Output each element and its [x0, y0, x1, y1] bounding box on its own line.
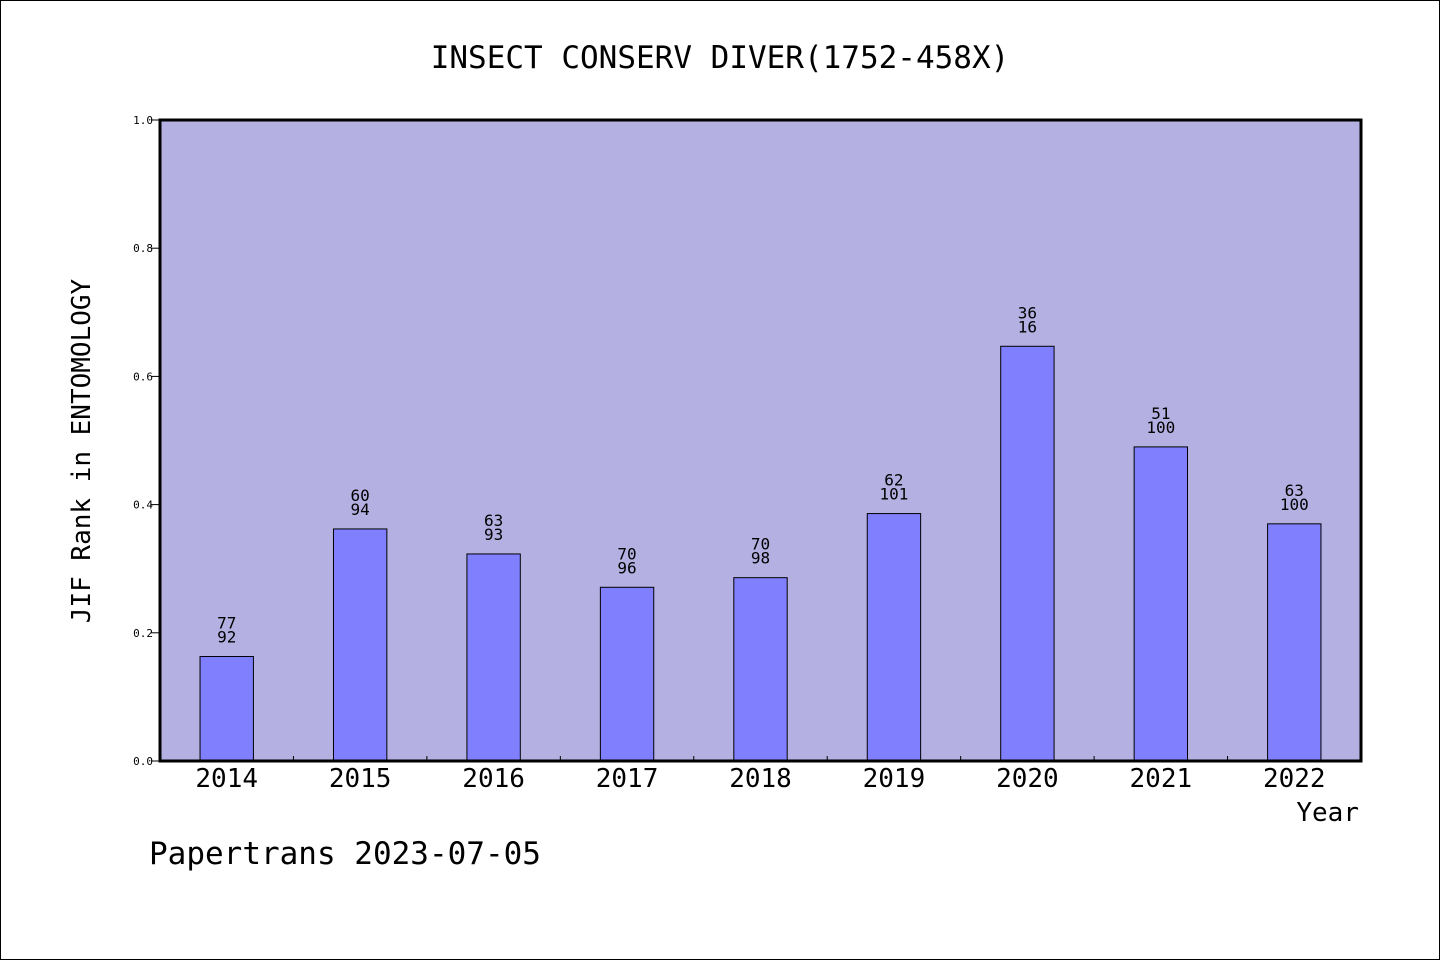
bar-2016 — [466, 553, 521, 762]
bar-2014 — [199, 656, 254, 762]
x-axis: 2014 2015 2016 2017 2018 2019 2020 2021 2022 — [195, 756, 1326, 794]
bar-label-rank-2020: 36 — [1018, 303, 1037, 322]
x-axis-label: Year — [1296, 798, 1359, 828]
bars-group — [199, 345, 1322, 762]
y-tick-label: 0.6 — [133, 370, 153, 383]
bar-label-rank-2021: 51 — [1151, 404, 1170, 423]
x-tick-label-2017: 2017 — [596, 764, 659, 794]
bar-label-total-2021: 100 — [1146, 418, 1175, 437]
bar-label-total-2015: 94 — [351, 500, 370, 519]
bar-label-rank-2018: 70 — [751, 535, 770, 554]
x-tick-label-2016: 2016 — [462, 764, 525, 794]
chart-title: INSECT CONSERV DIVER(1752-458X) — [431, 40, 1010, 76]
x-tick-label-2022: 2022 — [1263, 764, 1326, 794]
bar-2018 — [733, 577, 788, 762]
bar-2019 — [866, 513, 922, 762]
bar-label-total-2014: 92 — [217, 628, 236, 647]
bar-label-rank-2015: 60 — [351, 486, 370, 505]
bar-2021 — [1133, 446, 1189, 762]
y-tick-label: 1.0 — [133, 114, 153, 127]
plot-border — [158, 118, 1363, 763]
bar-label-total-2022: 100 — [1280, 495, 1309, 514]
y-tick-label: 0.4 — [133, 499, 153, 512]
bar-label-rank-2014: 77 — [217, 614, 236, 633]
x-tick-label-2015: 2015 — [329, 764, 392, 794]
bar-label-total-2019: 101 — [879, 485, 908, 504]
bar-label-rank-2019: 62 — [884, 471, 903, 490]
y-tick-label: 0.0 — [133, 755, 153, 768]
x-tick-label-2020: 2020 — [996, 764, 1059, 794]
bar-label-total-2016: 93 — [484, 525, 503, 544]
bar-label-rank-2016: 63 — [484, 511, 503, 530]
x-tick-label-2021: 2021 — [1130, 764, 1193, 794]
x-tick-label-2018: 2018 — [729, 764, 792, 794]
bar-2017 — [599, 586, 655, 762]
bar-label-rank-2017: 70 — [617, 544, 636, 563]
x-tick-label-2019: 2019 — [863, 764, 926, 794]
bar-2022 — [1267, 523, 1322, 762]
bar-2020 — [1000, 345, 1055, 762]
y-axis-label: JIF Rank in ENTOMOLOGY — [67, 278, 97, 623]
bar-label-total-2020: 16 — [1018, 317, 1037, 336]
bar-label-total-2018: 98 — [751, 549, 770, 568]
y-tick-label: 0.2 — [133, 627, 153, 640]
bar-label-rank-2022: 63 — [1285, 481, 1304, 500]
x-tick-label-2014: 2014 — [195, 764, 258, 794]
y-axis: 0.0 0.2 0.4 0.6 0.8 1.0 — [133, 114, 160, 768]
footer-credit: Papertrans 2023-07-05 — [149, 836, 541, 872]
y-tick-label: 0.8 — [133, 242, 153, 255]
bar-2015 — [332, 528, 388, 762]
bar-label-total-2017: 96 — [617, 558, 636, 577]
